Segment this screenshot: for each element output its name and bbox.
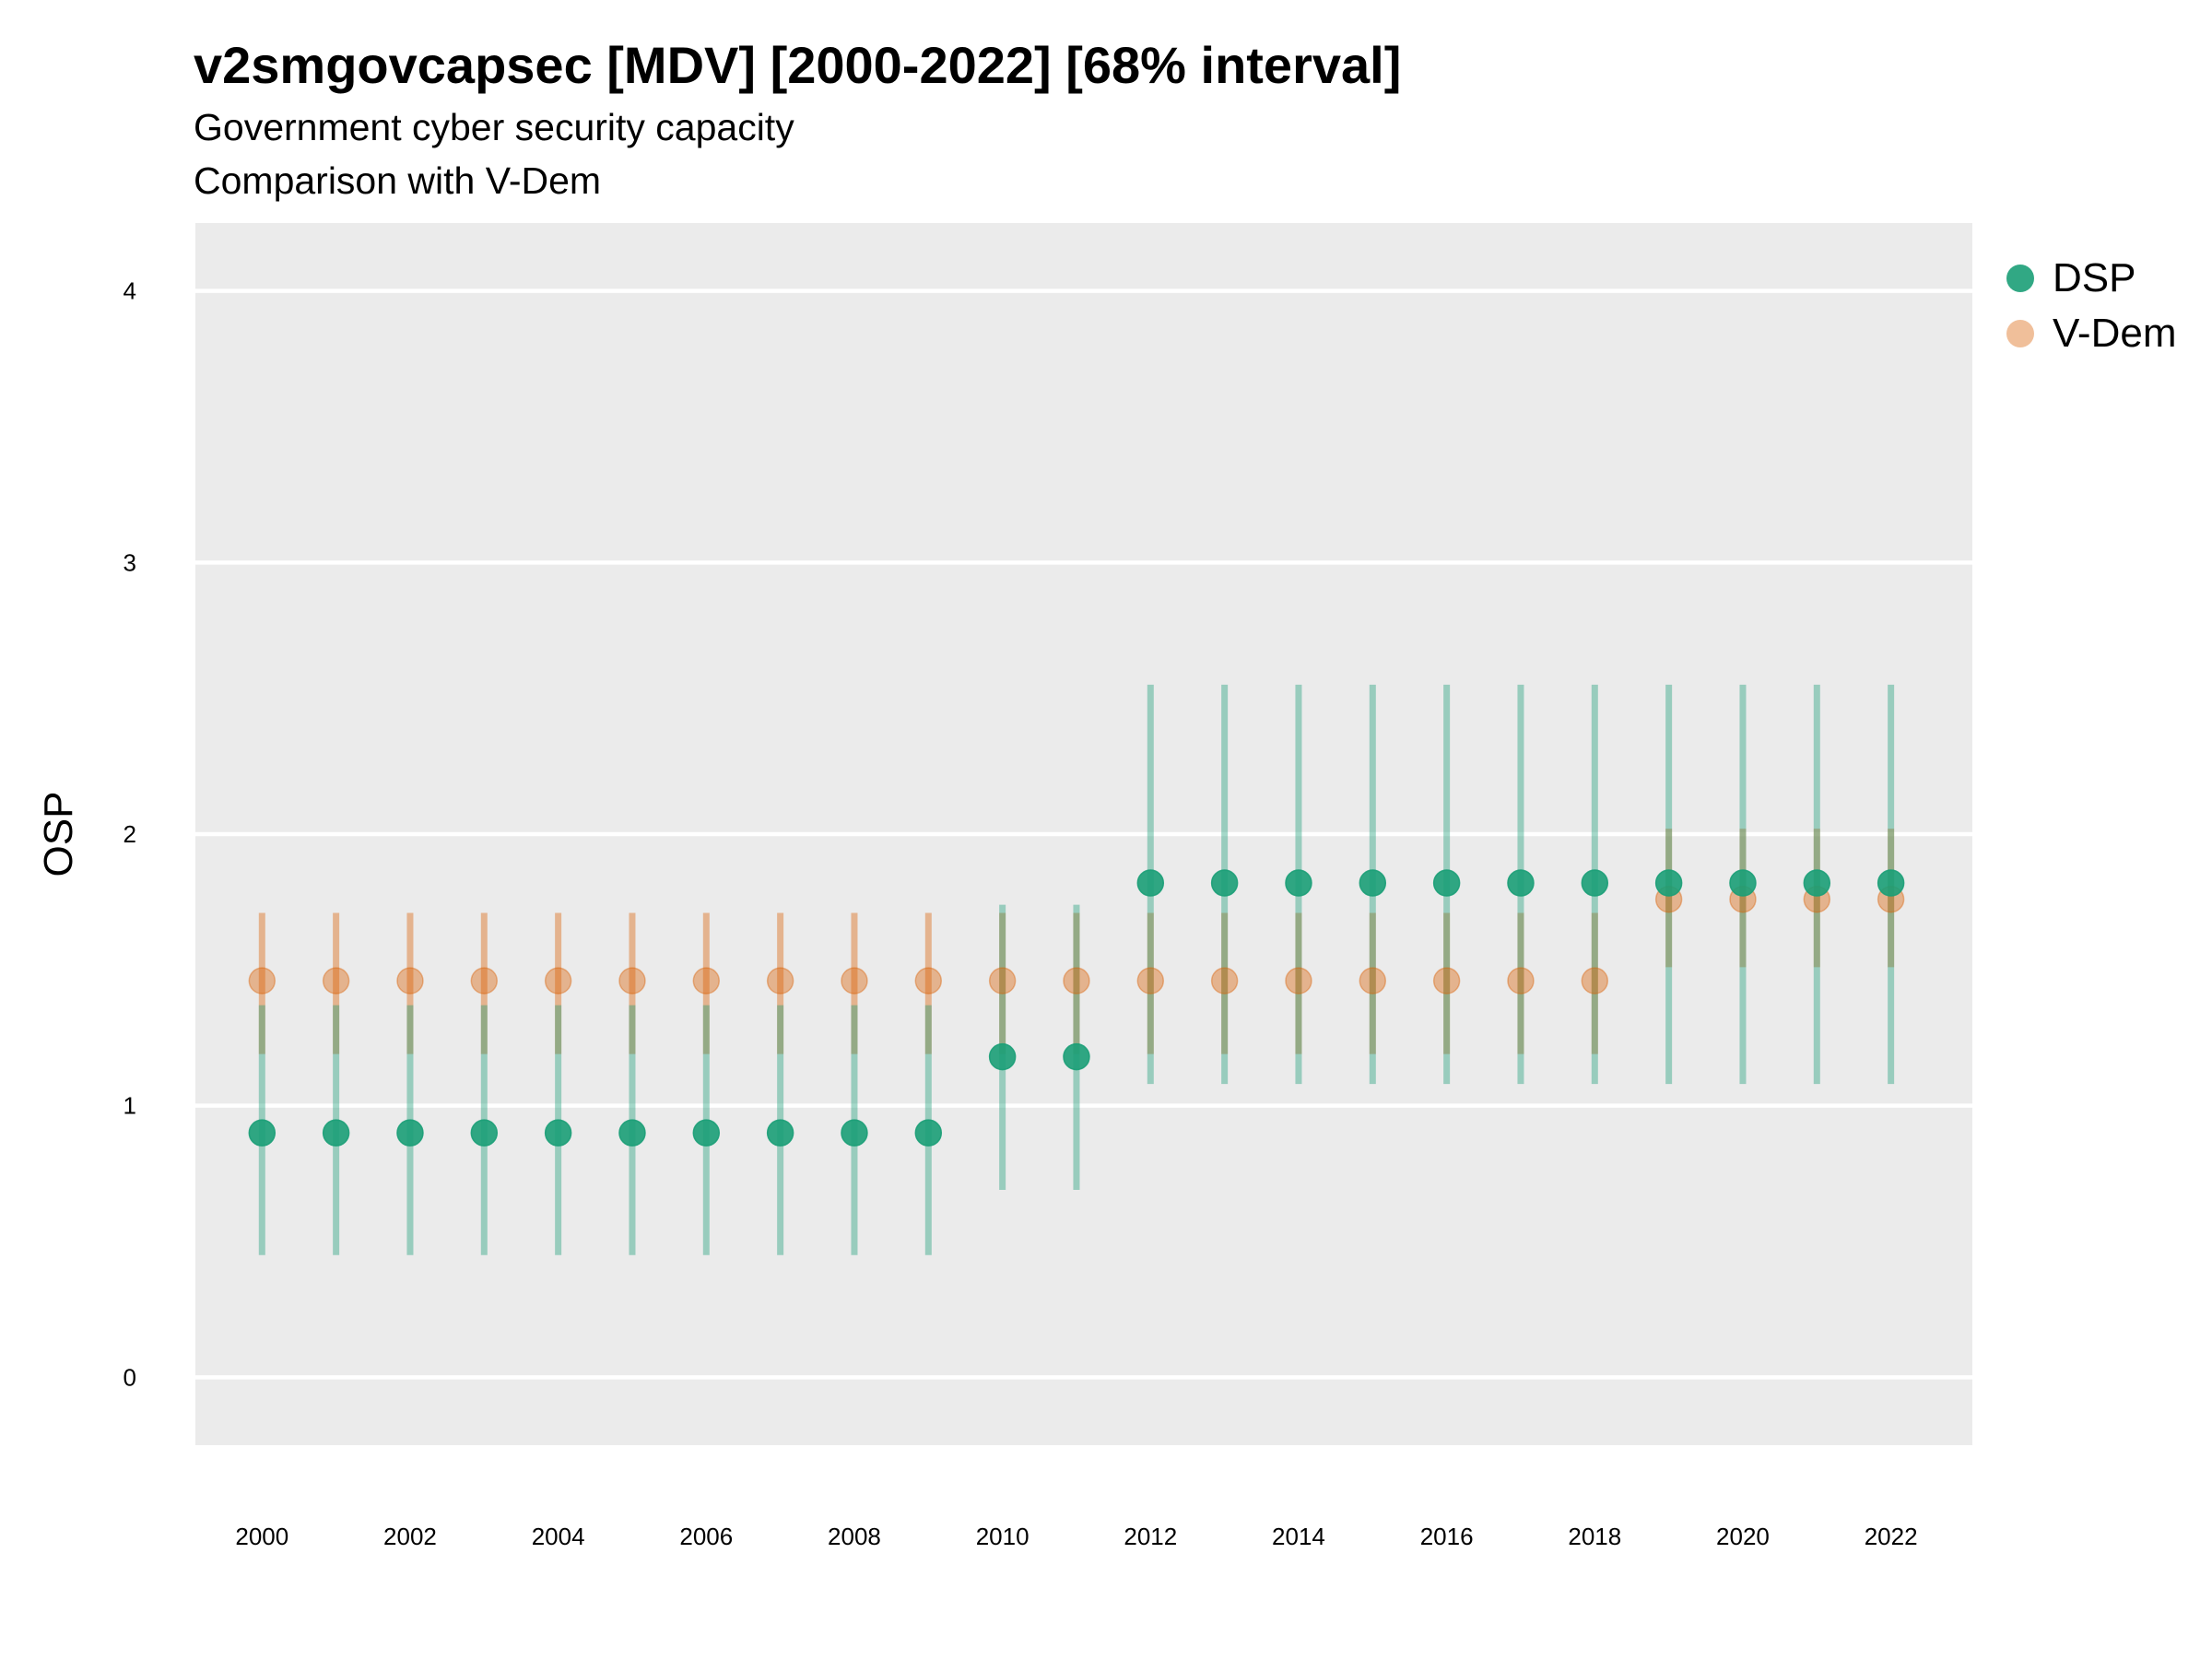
x-tick-labels: 2000 2002 2004 2006 2008 2010 2012 2014 2016 2018…: [235, 1523, 1917, 1550]
point-dsp: [1432, 869, 1461, 897]
legend-item-vdem: V-Dem: [2005, 306, 2176, 361]
chart-subtitle: Government cyber security capacity: [194, 106, 794, 148]
y-tick-label: 2: [124, 820, 136, 848]
x-tick-label: 2010: [976, 1523, 1030, 1550]
x-tick-label: 2002: [383, 1523, 437, 1550]
legend-label-vdem: V-Dem: [2053, 311, 2177, 356]
y-tick-label: 4: [124, 277, 136, 305]
point-vdem: [1063, 967, 1090, 994]
point-vdem: [1210, 967, 1239, 994]
y-tick-label: 0: [124, 1363, 136, 1391]
point-vdem: [1136, 967, 1165, 994]
point-dsp: [1581, 869, 1609, 897]
point-dsp: [841, 1119, 868, 1147]
grid-lines: [195, 288, 1972, 1380]
point-vdem: [841, 967, 868, 994]
x-tick-label: 2018: [1568, 1523, 1621, 1550]
point-dsp: [396, 1119, 424, 1147]
chart-title: v2smgovcapsec [MDV] [2000-2022] [68% int…: [194, 36, 1402, 94]
point-vdem: [1432, 967, 1461, 994]
point-dsp: [544, 1119, 572, 1147]
point-dsp: [692, 1119, 721, 1147]
point-dsp: [1359, 869, 1387, 897]
point-vdem: [1285, 967, 1312, 994]
y-axis-label: OSP: [36, 792, 81, 877]
legend-label-dsp: DSP: [2053, 255, 2136, 300]
x-tick-label: 2000: [235, 1523, 288, 1550]
point-vdem: [766, 967, 794, 994]
point-vdem: [396, 967, 424, 994]
point-dsp: [1507, 869, 1535, 897]
y-tick-label: 1: [124, 1092, 136, 1120]
y-tick-labels: 0 1 2 3 4: [124, 277, 136, 1392]
point-vdem: [914, 967, 943, 994]
point-vdem: [322, 967, 350, 994]
x-tick-label: 2004: [532, 1523, 585, 1550]
point-dsp: [248, 1119, 276, 1147]
point-dsp: [1136, 869, 1165, 897]
x-tick-label: 2014: [1272, 1523, 1325, 1550]
point-vdem: [248, 967, 276, 994]
legend-key-dsp: [2006, 265, 2034, 292]
point-dsp: [1654, 869, 1683, 897]
point-vdem: [1581, 967, 1609, 994]
x-tick-label: 2006: [679, 1523, 733, 1550]
point-dsp: [988, 1042, 1017, 1071]
point-dsp: [322, 1119, 350, 1147]
point-dsp: [1285, 869, 1312, 897]
legend-item-dsp: DSP: [2005, 251, 2176, 306]
point-dsp: [1063, 1042, 1090, 1071]
point-vdem: [1359, 967, 1387, 994]
x-tick-label: 2008: [828, 1523, 881, 1550]
legend: DSP V-Dem: [2005, 251, 2176, 361]
data-points: [248, 869, 1905, 1147]
point-vdem: [470, 967, 499, 994]
point-vdem: [988, 967, 1017, 994]
x-tick-label: 2012: [1124, 1523, 1177, 1550]
point-vdem: [544, 967, 572, 994]
point-vdem: [692, 967, 721, 994]
x-tick-label: 2016: [1420, 1523, 1474, 1550]
point-dsp: [1877, 869, 1905, 897]
point-dsp: [914, 1119, 943, 1147]
legend-key-vdem: [2006, 320, 2034, 347]
point-dsp: [1210, 869, 1239, 897]
point-vdem: [618, 967, 646, 994]
point-dsp: [618, 1119, 646, 1147]
point-vdem: [1507, 967, 1535, 994]
point-dsp: [1729, 869, 1757, 897]
point-dsp: [1803, 869, 1831, 897]
point-dsp: [766, 1119, 794, 1147]
x-tick-label: 2020: [1716, 1523, 1770, 1550]
x-tick-label: 2022: [1865, 1523, 1918, 1550]
point-dsp: [470, 1119, 499, 1147]
chart-subtitle-comparison: Comparison with V-Dem: [194, 159, 602, 202]
y-tick-label: 3: [124, 548, 136, 576]
